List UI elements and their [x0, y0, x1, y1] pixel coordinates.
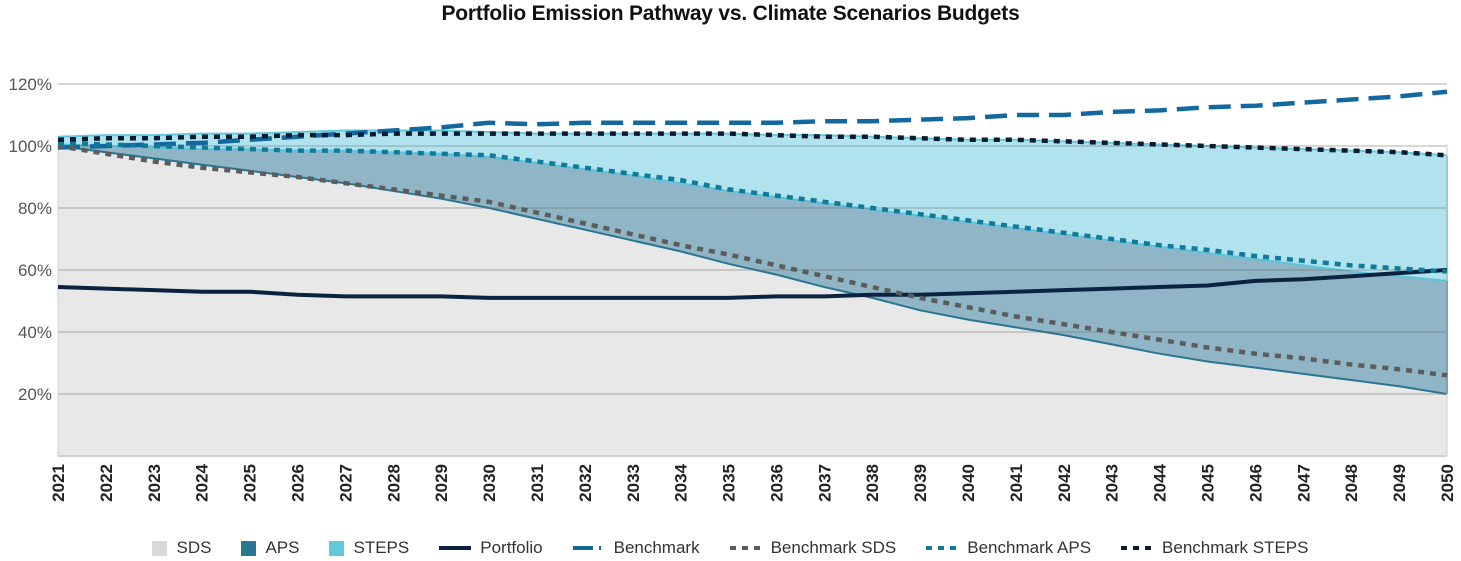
x-tick-label: 2044: [1151, 463, 1170, 501]
legend-swatch-sds: [152, 540, 168, 556]
x-tick-label: 2025: [241, 464, 260, 502]
x-tick-label: 2038: [863, 464, 882, 502]
x-tick-label: 2032: [576, 464, 595, 502]
x-tick-label: 2029: [432, 464, 451, 502]
x-tick-label: 2023: [145, 464, 164, 502]
x-tick-label: 2043: [1103, 464, 1122, 502]
x-tick-label: 2049: [1390, 464, 1409, 502]
x-tick-label: 2033: [624, 464, 643, 502]
x-tick-label: 2040: [959, 464, 978, 502]
x-tick-label: 2045: [1199, 464, 1218, 502]
x-tick-label: 2036: [767, 464, 786, 502]
legend-label: Benchmark APS: [967, 538, 1092, 557]
x-tick-label: 2039: [911, 464, 930, 502]
legend-label: SDS: [176, 538, 212, 557]
y-tick-label: 40%: [18, 323, 52, 342]
y-axis: 20% 40% 60% 80% 100% 120%: [9, 75, 52, 404]
y-tick-label: 120%: [9, 75, 52, 94]
legend-item-benchmark-steps[interactable]: Benchmark STEPS: [1121, 538, 1309, 558]
legend-swatch-benchmark-aps: [926, 546, 959, 550]
chart-title: Portfolio Emission Pathway vs. Climate S…: [441, 2, 1020, 25]
x-tick-label: 2041: [1007, 464, 1026, 502]
legend-item-benchmark-aps[interactable]: Benchmark APS: [926, 538, 1091, 558]
legend-item-benchmark[interactable]: Benchmark: [572, 538, 700, 558]
x-tick-label: 2047: [1294, 464, 1313, 502]
x-tick-label: 2030: [480, 464, 499, 502]
legend-swatch-steps: [329, 540, 345, 556]
legend-swatch-benchmark-sds: [729, 546, 762, 550]
x-tick-label: 2022: [97, 464, 116, 502]
legend: SDS APS STEPS Portfolio Benchmark Benchmark S…: [0, 538, 1461, 558]
legend-label: Portfolio: [480, 538, 543, 557]
x-tick-label: 2034: [672, 463, 691, 501]
x-tick-label: 2050: [1438, 464, 1457, 502]
legend-swatch-portfolio: [439, 546, 472, 550]
area-sds: [58, 146, 1447, 456]
legend-label: Benchmark: [613, 538, 700, 557]
x-tick-label: 2037: [815, 464, 834, 502]
legend-item-aps[interactable]: APS: [241, 538, 299, 558]
legend-swatch-benchmark-steps: [1121, 546, 1154, 550]
legend-item-portfolio[interactable]: Portfolio: [439, 538, 543, 558]
x-tick-label: 2048: [1342, 464, 1361, 502]
x-tick-label: 2031: [528, 464, 547, 502]
legend-label: STEPS: [353, 538, 410, 557]
x-tick-label: 2046: [1246, 464, 1265, 502]
x-tick-label: 2035: [720, 464, 739, 502]
legend-label: Benchmark STEPS: [1162, 538, 1309, 557]
y-tick-label: 80%: [18, 199, 52, 218]
x-tick-label: 2028: [384, 464, 403, 502]
line-series-group: [57, 89, 1448, 378]
line-benchmark-steps: [57, 131, 1448, 158]
legend-label: APS: [265, 538, 300, 557]
legend-item-benchmark-sds[interactable]: Benchmark SDS: [729, 538, 897, 558]
area-steps: [58, 130, 1447, 281]
y-tick-label: 100%: [9, 137, 52, 156]
x-axis: 2021 2022 2023 2024 2025 2026 2027 2028 2029 2030…: [49, 463, 1457, 501]
chart-svg: 20%40%60%80%100%120% 2021 2022 2023 2024 202…: [9, 75, 1457, 502]
x-tick-label: 2026: [288, 464, 307, 502]
legend-item-sds[interactable]: SDS: [152, 538, 211, 558]
x-tick-label: 2021: [49, 464, 68, 502]
y-tick-label: 20%: [18, 385, 52, 404]
y-tick-label: 60%: [18, 261, 52, 280]
line-benchmark-sds: [57, 143, 1448, 378]
line-benchmark-aps: [57, 140, 1448, 274]
line-portfolio: [57, 268, 1448, 300]
legend-swatch-benchmark: [572, 546, 605, 550]
x-tick-label: 2042: [1055, 464, 1074, 502]
x-tick-label: 2027: [336, 464, 355, 502]
legend-swatch-aps: [241, 540, 257, 556]
legend-label: Benchmark SDS: [770, 538, 897, 557]
legend-item-steps[interactable]: STEPS: [329, 538, 409, 558]
x-tick-label: 2024: [193, 463, 212, 501]
